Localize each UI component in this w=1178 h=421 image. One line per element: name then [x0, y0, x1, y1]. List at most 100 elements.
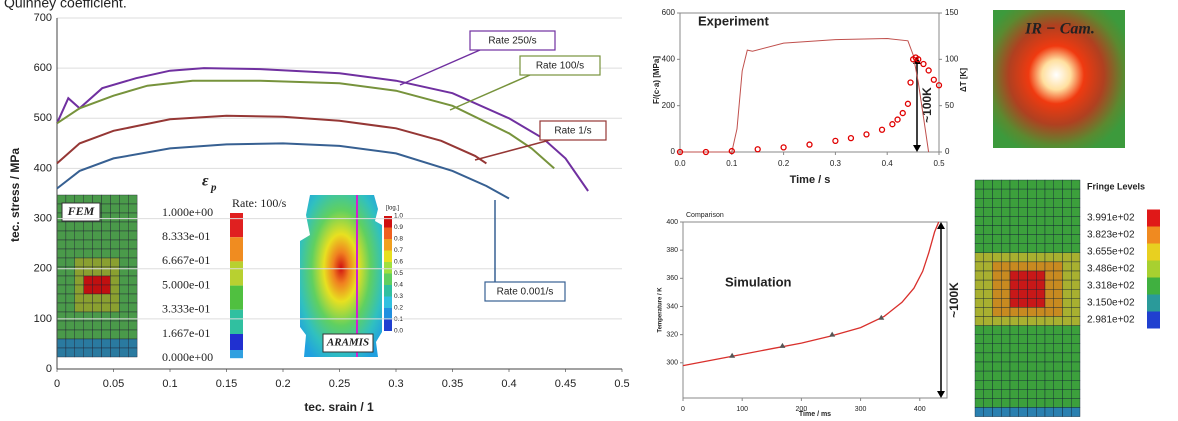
- y2-tick-label: 100: [945, 54, 959, 63]
- fringe-cell: [974, 261, 984, 272]
- fringe-swatch: [1147, 311, 1160, 329]
- fringe-cell: [1001, 270, 1011, 281]
- fem-cell: [101, 302, 111, 313]
- fringe-cell: [1071, 325, 1081, 335]
- fringe-cell: [1053, 216, 1063, 226]
- fringe-cell: [992, 361, 1002, 372]
- fringe-cell: [1027, 325, 1037, 335]
- fringe-cell: [1001, 343, 1011, 354]
- fringe-cell: [974, 243, 984, 253]
- fem-cell: [127, 212, 138, 223]
- fringe-cell: [1001, 398, 1011, 408]
- fringe-cell: [1062, 307, 1072, 317]
- aramis-label-box: [322, 333, 374, 353]
- x-tick-label: 0.5: [614, 378, 629, 390]
- fringe-cell: [1071, 361, 1081, 372]
- legend-label: Rate 1/s: [554, 126, 591, 137]
- fem-cell: [92, 302, 102, 313]
- fringe-cell: [1044, 197, 1054, 208]
- fringe-cell: [1071, 179, 1081, 190]
- fringe-cell: [1062, 179, 1072, 190]
- fringe-cell: [1044, 279, 1054, 290]
- fem-cell: [119, 239, 129, 250]
- data-line: [682, 221, 940, 367]
- fem-cell: [83, 275, 93, 286]
- fem-cell: [110, 320, 120, 331]
- fringe-cell: [1027, 380, 1037, 390]
- x-tick-label: 0.35: [442, 378, 463, 390]
- chart-title: Comparison: [686, 212, 724, 219]
- fringe-cell: [974, 234, 984, 244]
- fringe-cell: [1027, 234, 1037, 244]
- eps-level: 5.000e-01: [162, 277, 210, 291]
- fem-cell: [101, 338, 111, 349]
- y-tick-label: 360: [666, 275, 678, 282]
- fem-cell: [101, 248, 111, 259]
- fringe-cell: [1009, 298, 1019, 308]
- y2-axis-label: ΔT [K]: [959, 68, 968, 92]
- fringe-cell: [1071, 252, 1081, 263]
- fringe-cell: [1027, 316, 1037, 326]
- fem-cell: [119, 347, 129, 358]
- y-tick-label: 700: [34, 12, 52, 24]
- fem-cell: [83, 329, 93, 340]
- fringe-cell: [1062, 361, 1072, 372]
- data-point: [930, 76, 937, 83]
- fringe-cell: [1044, 261, 1054, 272]
- fringe-cell: [1053, 179, 1063, 190]
- fringe-cell: [1018, 398, 1028, 408]
- fringe-cell: [1001, 370, 1011, 381]
- y-tick-label: 400: [666, 219, 678, 226]
- fringe-cell: [1036, 279, 1046, 290]
- fem-cell: [83, 302, 93, 313]
- y-tick-label: 600: [662, 8, 676, 17]
- fem-cell: [127, 329, 138, 340]
- fringe-cell: [983, 334, 993, 345]
- y-tick-label: 0: [671, 147, 676, 156]
- data-point: [899, 109, 906, 117]
- fringe-cell: [1001, 216, 1011, 226]
- fringe-cell: [1009, 252, 1019, 263]
- data-point: [829, 331, 836, 337]
- y2-tick-label: 0: [945, 147, 950, 156]
- fringe-cell: [1062, 398, 1072, 408]
- aramis-level: 1.0: [394, 213, 403, 220]
- callout-box: [539, 120, 607, 141]
- fringe-cell: [1009, 289, 1019, 299]
- eps-subscript: p: [210, 182, 217, 194]
- fem-cell: [127, 257, 138, 268]
- data-point: [806, 141, 813, 148]
- fringe-cell: [1018, 316, 1028, 326]
- data-point: [729, 352, 736, 358]
- fem-cell: [56, 320, 67, 331]
- fem-cell: [127, 284, 138, 295]
- fringe-cell: [1018, 380, 1028, 390]
- fringe-cell: [1044, 298, 1054, 308]
- aramis-swatch: [384, 250, 392, 262]
- fringe-cell: [974, 325, 984, 335]
- x-tick-label: 0.1: [726, 159, 738, 168]
- fem-cell: [101, 203, 111, 214]
- fem-cell: [65, 293, 76, 304]
- y-tick-label: 200: [662, 101, 676, 110]
- fem-cell: [56, 257, 67, 268]
- fem-cell: [110, 311, 120, 322]
- x-tick-label: 0: [681, 406, 685, 413]
- fringe-cell: [992, 398, 1002, 408]
- data-point: [904, 100, 912, 107]
- fringe-cell: [1062, 188, 1072, 199]
- aramis-swatch: [384, 227, 392, 239]
- fringe-cell: [1071, 407, 1081, 417]
- fringe-cell: [983, 407, 993, 417]
- fem-cell: [74, 248, 84, 259]
- aramis-swatch: [384, 262, 392, 274]
- y-tick-label: 380: [666, 247, 678, 254]
- fringe-cell: [1001, 307, 1011, 317]
- fem-cell: [92, 311, 102, 322]
- fem-cell: [119, 320, 129, 331]
- fem-cell: [56, 248, 67, 259]
- fringe-cell: [992, 197, 1002, 208]
- fringe-cell: [1001, 261, 1011, 272]
- data-point: [920, 60, 927, 68]
- fem-cell: [110, 248, 120, 259]
